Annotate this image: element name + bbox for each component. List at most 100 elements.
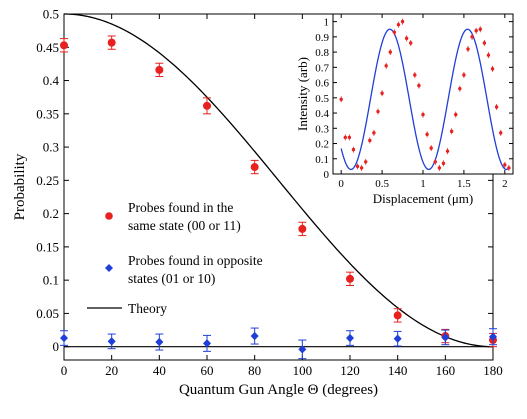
inset-x-axis-label: Displacement (μm) — [373, 191, 473, 206]
inset-point-32 — [470, 35, 474, 39]
inset-point-35 — [482, 41, 487, 45]
inset-point-19 — [417, 83, 421, 88]
y-tick-label-10: 0.5 — [43, 7, 59, 22]
legend-marker-opposite — [105, 264, 113, 272]
inset-point-2 — [347, 135, 352, 140]
main-plot: 0 20 40 60 80 100 120 140 160 18000.050.10.150.20… — [12, 7, 503, 399]
point-s1-1 — [107, 337, 116, 346]
point-s0-4 — [250, 163, 259, 172]
inset-point-12 — [388, 50, 392, 54]
inset-y-axis-label: Intensity (arb) — [295, 57, 310, 131]
point-s0-0 — [60, 41, 68, 50]
inset-y-tick-label-6: 0.6 — [315, 78, 329, 90]
inset-x-tick-label-4: 2 — [502, 178, 508, 190]
y-tick-label-1: 0.05 — [36, 306, 59, 321]
inset-point-27 — [449, 129, 454, 134]
x-tick-label-8: 160 — [436, 363, 456, 378]
inset-point-20 — [421, 112, 425, 117]
y-tick-label-9: 0.45 — [36, 40, 59, 55]
inset-y-tick-label-8: 0.8 — [315, 47, 329, 59]
inset-point-31 — [466, 47, 470, 51]
point-s1-3 — [203, 339, 211, 348]
x-tick-label-0: 0 — [61, 363, 68, 378]
inset-point-10 — [380, 91, 384, 95]
legend-label-theory: Theory — [128, 301, 167, 316]
point-s1-5 — [298, 345, 307, 354]
x-tick-label-1: 20 — [105, 363, 118, 378]
inset-x-tick-label-1: 0.5 — [375, 178, 389, 190]
inset-y-tick-label-5: 0.5 — [315, 93, 329, 105]
inset-point-26 — [445, 149, 450, 153]
inset-point-22 — [429, 146, 433, 150]
inset-point-40 — [503, 163, 507, 167]
inset-point-36 — [486, 53, 491, 57]
inset-point-21 — [425, 132, 429, 137]
inset-y-tick-label-4: 0.4 — [315, 108, 329, 120]
legend: Probes found in the same state (00 or 11… — [87, 200, 263, 316]
y-tick-label-0: 0 — [53, 339, 60, 354]
inset-point-4 — [355, 164, 360, 169]
inset-point-38 — [494, 105, 499, 109]
inset-point-11 — [384, 64, 388, 68]
x-axis-label: Quantum Gun Angle Θ (degrees) — [179, 382, 378, 398]
inset-point-34 — [478, 27, 482, 31]
inset-point-16 — [404, 36, 409, 41]
inset-point-33 — [474, 29, 478, 33]
legend-label-opposite-line1: Probes found in opposite — [128, 253, 263, 268]
inset-y-tick-label-2: 0.2 — [315, 139, 329, 151]
inset-point-8 — [372, 131, 376, 135]
point-s0-2 — [155, 65, 164, 74]
legend-label-same-line1: Probes found in the — [128, 200, 233, 215]
inset-point-1 — [343, 135, 347, 140]
inset-point-39 — [499, 131, 503, 135]
inset-point-41 — [507, 166, 511, 170]
point-s0-3 — [203, 101, 211, 110]
x-tick-label-9: 180 — [483, 363, 503, 378]
inset-y-tick-label-3: 0.3 — [315, 123, 329, 135]
point-s0-5 — [298, 224, 307, 233]
inset-x-tick-label-2: 1 — [420, 178, 426, 190]
point-s1-8 — [441, 333, 450, 342]
y-tick-label-4: 0.2 — [43, 206, 59, 221]
inset-y-tick-label-0: 0 — [324, 169, 330, 181]
inset-point-18 — [413, 73, 417, 77]
inset-y-tick-label-1: 0.1 — [315, 154, 329, 166]
inset-plot: 0 0.5 1 1.5 200.10.20.30.40.50.60.70.80.91Di… — [295, 13, 514, 206]
point-s0-1 — [107, 38, 116, 47]
legend-label-opposite-line2: states (01 or 10) — [128, 271, 215, 286]
inset-point-17 — [409, 41, 413, 45]
y-axis-label: Probability — [12, 153, 28, 220]
inset-frame — [332, 13, 514, 175]
point-s0-6 — [346, 274, 354, 283]
inset-point-28 — [454, 112, 458, 117]
inset-point-24 — [437, 166, 442, 170]
point-s1-7 — [393, 334, 402, 343]
y-tick-label-6: 0.3 — [43, 140, 59, 155]
point-s0-7 — [393, 311, 402, 320]
y-tick-label-5: 0.25 — [36, 173, 59, 188]
inset-point-0 — [339, 97, 343, 102]
legend-label-same-line2: same state (00 or 11) — [128, 218, 241, 233]
inset-point-37 — [490, 67, 495, 71]
y-tick-label-7: 0.35 — [36, 106, 59, 121]
y-tick-label-2: 0.1 — [43, 273, 59, 288]
inset-y-tick-label-7: 0.7 — [315, 62, 329, 74]
inset-point-25 — [441, 161, 446, 166]
x-tick-label-5: 100 — [293, 363, 313, 378]
inset-point-30 — [462, 73, 466, 77]
inset-point-23 — [433, 160, 437, 164]
inset-point-7 — [368, 138, 372, 143]
point-s1-9 — [489, 332, 497, 341]
inset-point-15 — [400, 19, 405, 24]
x-tick-label-3: 60 — [201, 363, 214, 378]
inset-fit-curve — [340, 28, 510, 171]
y-tick-label-8: 0.4 — [43, 73, 60, 88]
x-tick-label-7: 140 — [388, 363, 408, 378]
point-s1-2 — [155, 337, 164, 347]
point-s1-4 — [250, 331, 259, 341]
y-tick-label-3: 0.15 — [36, 239, 59, 254]
inset-y-tick-label-10: 1 — [324, 17, 330, 29]
inset-point-6 — [364, 160, 368, 164]
